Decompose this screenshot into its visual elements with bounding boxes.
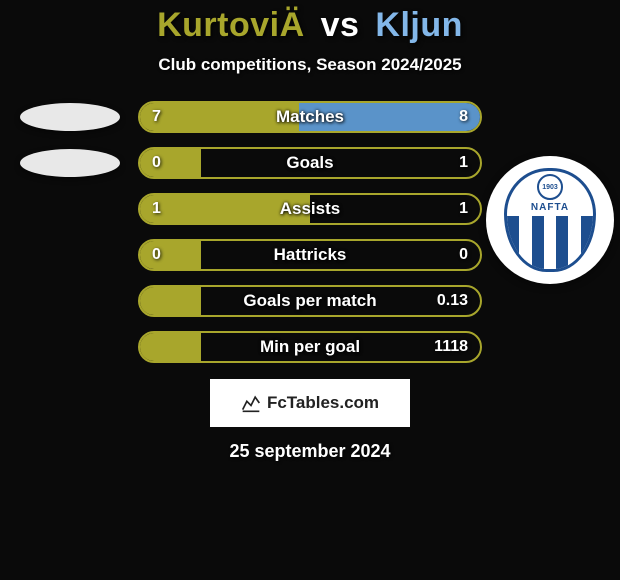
bar-track: Assists1 1 [138, 193, 482, 225]
bar-track: Matches7 8 [138, 101, 482, 133]
ellipse-placeholder [20, 149, 120, 177]
page-title: KurtoviÄ vs Kljun [157, 6, 463, 45]
bar-value-right: 0 [459, 241, 468, 269]
stat-row: Min per goal1118 [0, 331, 620, 363]
bar-label: Assists [140, 195, 480, 223]
infographic: KurtoviÄ vs Kljun Club competitions, Sea… [0, 0, 620, 580]
bar-value-right: 1118 [434, 333, 468, 361]
bar-track: Goals per match0.13 [138, 285, 482, 317]
ellipse-placeholder [20, 103, 120, 131]
stat-row: Matches7 8 [0, 101, 620, 133]
player1-name: KurtoviÄ [157, 6, 305, 44]
bar-value-left: 7 [152, 103, 161, 131]
chart-icon [241, 393, 261, 413]
stripe [519, 216, 531, 269]
bar-track: Hattricks0 0 [138, 239, 482, 271]
date-label: 25 september 2024 [229, 441, 390, 462]
watermark-text: FcTables.com [267, 393, 379, 413]
stripe [568, 216, 580, 269]
bar-value-right: 1 [459, 149, 468, 177]
bar-value-left: 0 [152, 241, 161, 269]
crest-stripes [507, 216, 593, 269]
vs-label: vs [321, 6, 360, 44]
club-logo: 1903 NAFTA [486, 156, 614, 284]
stat-row: Goals per match0.13 [0, 285, 620, 317]
bar-label: Matches [140, 103, 480, 131]
player2-club-logo-slot: 1903 NAFTA [480, 156, 620, 284]
stripe [544, 216, 556, 269]
club-crest: 1903 NAFTA [504, 168, 596, 272]
stripe [581, 216, 593, 269]
bar-value-right: 8 [459, 103, 468, 131]
player2-name: Kljun [375, 6, 462, 44]
bar-value-right: 1 [459, 195, 468, 223]
bar-label: Hattricks [140, 241, 480, 269]
bar-label: Min per goal [140, 333, 480, 361]
bar-value-left: 0 [152, 149, 161, 177]
subtitle: Club competitions, Season 2024/2025 [158, 55, 461, 75]
bar-label: Goals [140, 149, 480, 177]
bar-value-right: 0.13 [437, 287, 468, 315]
watermark: FcTables.com [210, 379, 410, 427]
crest-name: NAFTA [531, 202, 569, 213]
bar-track: Goals0 1 [138, 147, 482, 179]
stripe [507, 216, 519, 269]
player1-badge-slot [10, 103, 130, 131]
crest-year: 1903 [537, 174, 563, 200]
crest-top: 1903 NAFTA [507, 171, 593, 216]
bar-track: Min per goal1118 [138, 331, 482, 363]
stripe [532, 216, 544, 269]
player1-badge-slot [10, 149, 130, 177]
bar-label: Goals per match [140, 287, 480, 315]
bar-value-left: 1 [152, 195, 161, 223]
stripe [556, 216, 568, 269]
